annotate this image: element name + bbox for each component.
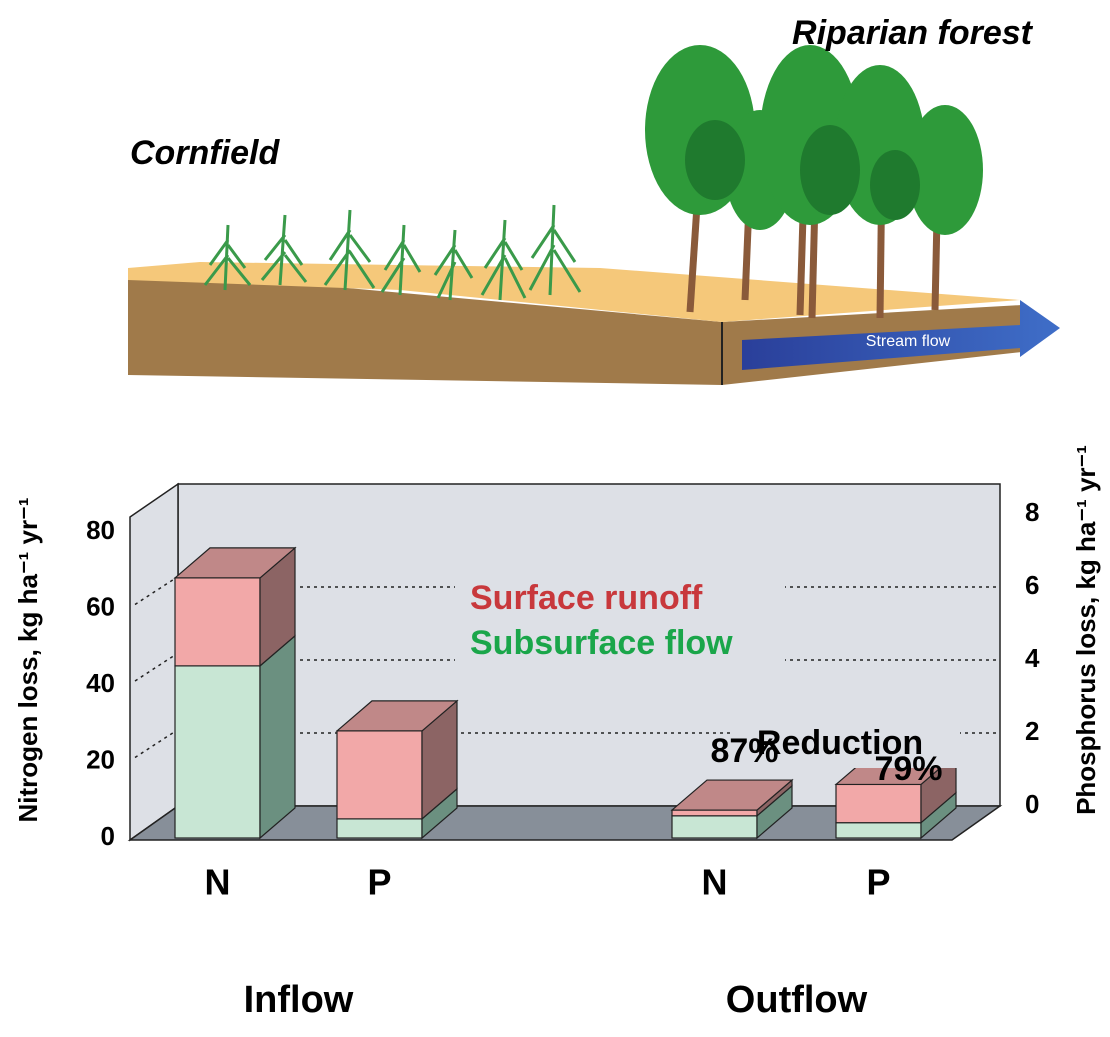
annotation: 87% (710, 732, 778, 770)
y2-tick-label: 6 (1025, 570, 1039, 600)
x-tick-label: P (866, 862, 890, 903)
bar-segment (671, 809, 758, 817)
side-grid-line (134, 730, 176, 759)
bar-segment (671, 815, 758, 839)
trees (645, 45, 983, 319)
y-tick-label: 20 (86, 744, 115, 774)
cornfield-label: Cornfield (130, 134, 280, 172)
stream-arrow (742, 300, 1060, 370)
y2-tick-label: 0 (1025, 789, 1039, 819)
side-grid-line (134, 577, 176, 606)
stream-label: Stream flow (866, 333, 951, 350)
bar-segment (835, 822, 922, 839)
y2-tick-label: 2 (1025, 716, 1039, 746)
bar-top (335, 700, 459, 732)
y-tick-label: 80 (86, 515, 115, 545)
annotation-bg (730, 722, 960, 768)
bar-segment (174, 665, 261, 839)
legend-bg (455, 578, 785, 622)
chart: 0 20 40 60 80 0 2 4 6 8 N P N P Inflow Outflow Surface r… (86, 482, 1040, 1021)
group-label: Outflow (726, 979, 868, 1021)
legend-bg (455, 623, 785, 667)
bar-segment (336, 730, 423, 820)
x-tick-label: N (702, 862, 728, 903)
legend-entry: Subsurface flow (470, 624, 733, 662)
y-axis-title: Nitrogen loss, kg ha⁻¹ yr⁻¹ (13, 497, 43, 822)
y-tick-label: 40 (86, 668, 115, 698)
annotation: Reduction (757, 724, 923, 762)
y2-tick-label: 8 (1025, 497, 1039, 527)
bar-segment (835, 783, 922, 824)
side-wall (129, 482, 179, 842)
side-grid-line (134, 654, 176, 682)
annotation: 79% (874, 750, 942, 788)
bar-segment (336, 818, 423, 839)
corn (203, 204, 582, 301)
y2-axis-title: Phosphorus loss, kg ha⁻¹ yr⁻¹ (1071, 445, 1101, 815)
bar-top (670, 779, 794, 811)
illustration: Stream flow Cornfield Riparian forest (128, 14, 1060, 385)
bar-side (259, 634, 296, 840)
y-tick-label: 60 (86, 591, 115, 621)
bar-top (173, 547, 297, 579)
y2-tick-label: 4 (1025, 643, 1040, 673)
x-tick-label: N (205, 862, 231, 903)
group-label: Inflow (244, 979, 354, 1021)
bar-segment (174, 577, 261, 667)
forest-label: Riparian forest (792, 14, 1034, 52)
legend-entry: Surface runoff (470, 579, 703, 617)
x-tick-label: P (367, 862, 391, 903)
y-tick-label: 0 (101, 821, 115, 851)
